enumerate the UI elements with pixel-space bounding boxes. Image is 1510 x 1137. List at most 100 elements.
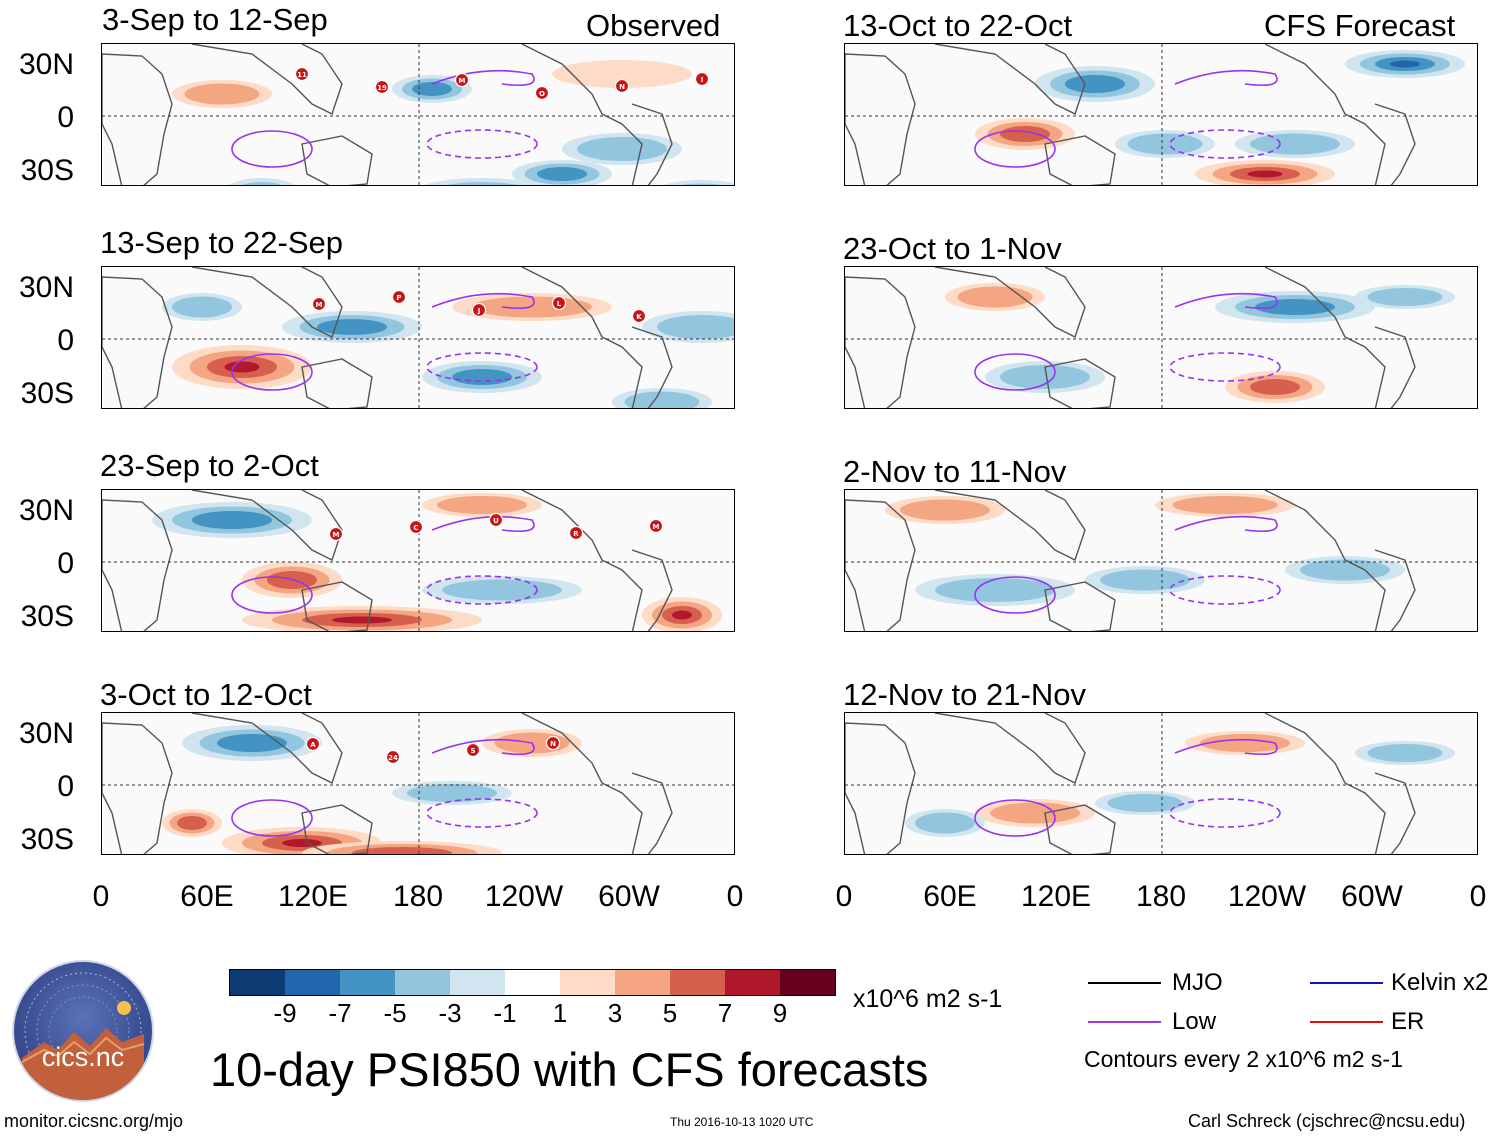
- map-graphic: [845, 713, 1477, 854]
- svg-text:N: N: [550, 740, 556, 748]
- colorbar-tick: 3: [607, 998, 623, 1028]
- xlabel-left: 120W: [484, 880, 564, 913]
- panel-title-3: 23-Sep to 2-Oct: [100, 448, 319, 483]
- colorbar-tick: 1: [552, 998, 568, 1028]
- storm-marker: N: [614, 78, 630, 94]
- forecast-label: CFS Forecast: [1264, 8, 1456, 43]
- storm-marker: R: [568, 525, 584, 541]
- storm-marker: 24: [385, 749, 401, 765]
- colorbar-tick: -1: [493, 998, 517, 1028]
- storm-marker: N: [545, 735, 561, 751]
- legend-kelvin-label: Kelvin x2: [1391, 969, 1489, 996]
- legend-er-line: [1310, 1021, 1383, 1023]
- colorbar-tick: 7: [717, 998, 733, 1028]
- map-panel-observed-3: M C U R M: [101, 489, 735, 632]
- storm-marker: M: [311, 296, 327, 312]
- svg-text:U: U: [493, 517, 499, 525]
- xlabel-right: 60W: [1341, 880, 1403, 913]
- footer-author: Carl Schreck (cjschrec@ncsu.edu): [1188, 1111, 1466, 1131]
- colorbar-swatch: [340, 970, 395, 995]
- xlabel-right: 120W: [1227, 880, 1307, 913]
- colorbar-swatch: [450, 970, 505, 995]
- colorbar-tick: -3: [438, 998, 462, 1028]
- ylabel-0: 0: [57, 324, 74, 357]
- ylabel-0: 0: [57, 101, 74, 134]
- colorbar-swatch: [780, 970, 835, 995]
- ylabel-30n: 30N: [18, 494, 74, 527]
- main-title: 10-day PSI850 with CFS forecasts: [210, 1043, 929, 1096]
- colorbar-swatch: [395, 970, 450, 995]
- legend-low-line: [1088, 1021, 1161, 1023]
- colorbar-tick: 9: [772, 998, 788, 1028]
- ylabel-30n: 30N: [18, 717, 74, 750]
- storm-marker: M: [328, 526, 344, 542]
- xlabel-left: 180: [392, 880, 444, 913]
- ylabel-30s: 30S: [20, 377, 74, 410]
- colorbar-units: x10^6 m2 s-1: [853, 985, 1003, 1013]
- storm-marker: 19: [374, 79, 390, 95]
- storm-marker: S: [465, 742, 481, 758]
- legend-mjo-label: MJO: [1172, 969, 1223, 996]
- svg-text:K: K: [636, 313, 642, 321]
- svg-text:P: P: [396, 294, 401, 302]
- storm-marker: J: [471, 302, 487, 318]
- map-graphic: 11 19 M O N I: [102, 44, 734, 185]
- svg-text:M: M: [316, 301, 323, 309]
- storm-marker: I: [694, 71, 710, 87]
- observed-label: Observed: [586, 8, 721, 43]
- colorbar-swatch: [560, 970, 615, 995]
- map-panel-observed-1: 11 19 M O N I: [101, 43, 735, 186]
- svg-text:I: I: [701, 76, 704, 84]
- colorbar: [229, 969, 836, 996]
- panel-title-5: 13-Oct to 22-Oct: [843, 8, 1073, 43]
- ylabel-30s: 30S: [20, 154, 74, 187]
- xlabel-left: 60E: [180, 880, 234, 913]
- panel-title-7: 2-Nov to 11-Nov: [843, 454, 1067, 489]
- storm-marker: M: [454, 72, 470, 88]
- storm-marker: M: [648, 518, 664, 534]
- svg-text:M: M: [333, 531, 340, 539]
- xlabel-right: 60E: [923, 880, 977, 913]
- legend-kelvin-line: [1310, 982, 1383, 984]
- colorbar-swatch: [670, 970, 725, 995]
- xlabel-left: 60W: [598, 880, 660, 913]
- map-panel-forecast-2: [844, 266, 1478, 409]
- colorbar-tick: -9: [273, 998, 297, 1028]
- storm-marker: O: [534, 85, 550, 101]
- panel-title-1: 3-Sep to 12-Sep: [102, 2, 328, 37]
- panel-title-4: 3-Oct to 12-Oct: [100, 677, 312, 712]
- map-graphic: [845, 267, 1477, 408]
- legend-mjo-line: [1088, 982, 1161, 984]
- ylabel-0: 0: [57, 770, 74, 803]
- footer-timestamp: Thu 2016-10-13 1020 UTC: [670, 1115, 814, 1129]
- svg-text:J: J: [477, 307, 481, 315]
- legend-contours-note: Contours every 2 x10^6 m2 s-1: [1084, 1046, 1403, 1072]
- colorbar-swatch: [285, 970, 340, 995]
- xlabel-right: 0: [835, 880, 853, 913]
- xlabel-right: 0: [1469, 880, 1487, 913]
- svg-text:19: 19: [377, 84, 387, 92]
- map-panel-observed-2: M P J L K: [101, 266, 735, 409]
- svg-text:O: O: [539, 90, 545, 98]
- storm-marker: A: [305, 736, 321, 752]
- xlabel-left: 0: [726, 880, 744, 913]
- map-graphic: M P J L K: [102, 267, 734, 408]
- map-panel-forecast-1: [844, 43, 1478, 186]
- storm-marker: 11: [294, 66, 310, 82]
- cics-logo: cics.nc: [12, 960, 154, 1102]
- xlabel-left: 0: [92, 880, 110, 913]
- colorbar-tick: -7: [328, 998, 352, 1028]
- svg-text:C: C: [413, 524, 418, 532]
- logo-text: cics.nc: [41, 1042, 125, 1072]
- map-graphic: [845, 44, 1477, 185]
- panel-title-2: 13-Sep to 22-Sep: [100, 225, 344, 260]
- storm-marker: K: [631, 308, 647, 324]
- footer-url: monitor.cicsnc.org/mjo: [4, 1111, 184, 1131]
- legend-er-label: ER: [1391, 1008, 1425, 1035]
- colorbar-swatch: [725, 970, 780, 995]
- ylabel-30s: 30S: [20, 823, 74, 856]
- storm-marker: U: [488, 512, 504, 528]
- svg-text:24: 24: [388, 754, 398, 762]
- ylabel-30s: 30S: [20, 600, 74, 633]
- map-graphic: [845, 490, 1477, 631]
